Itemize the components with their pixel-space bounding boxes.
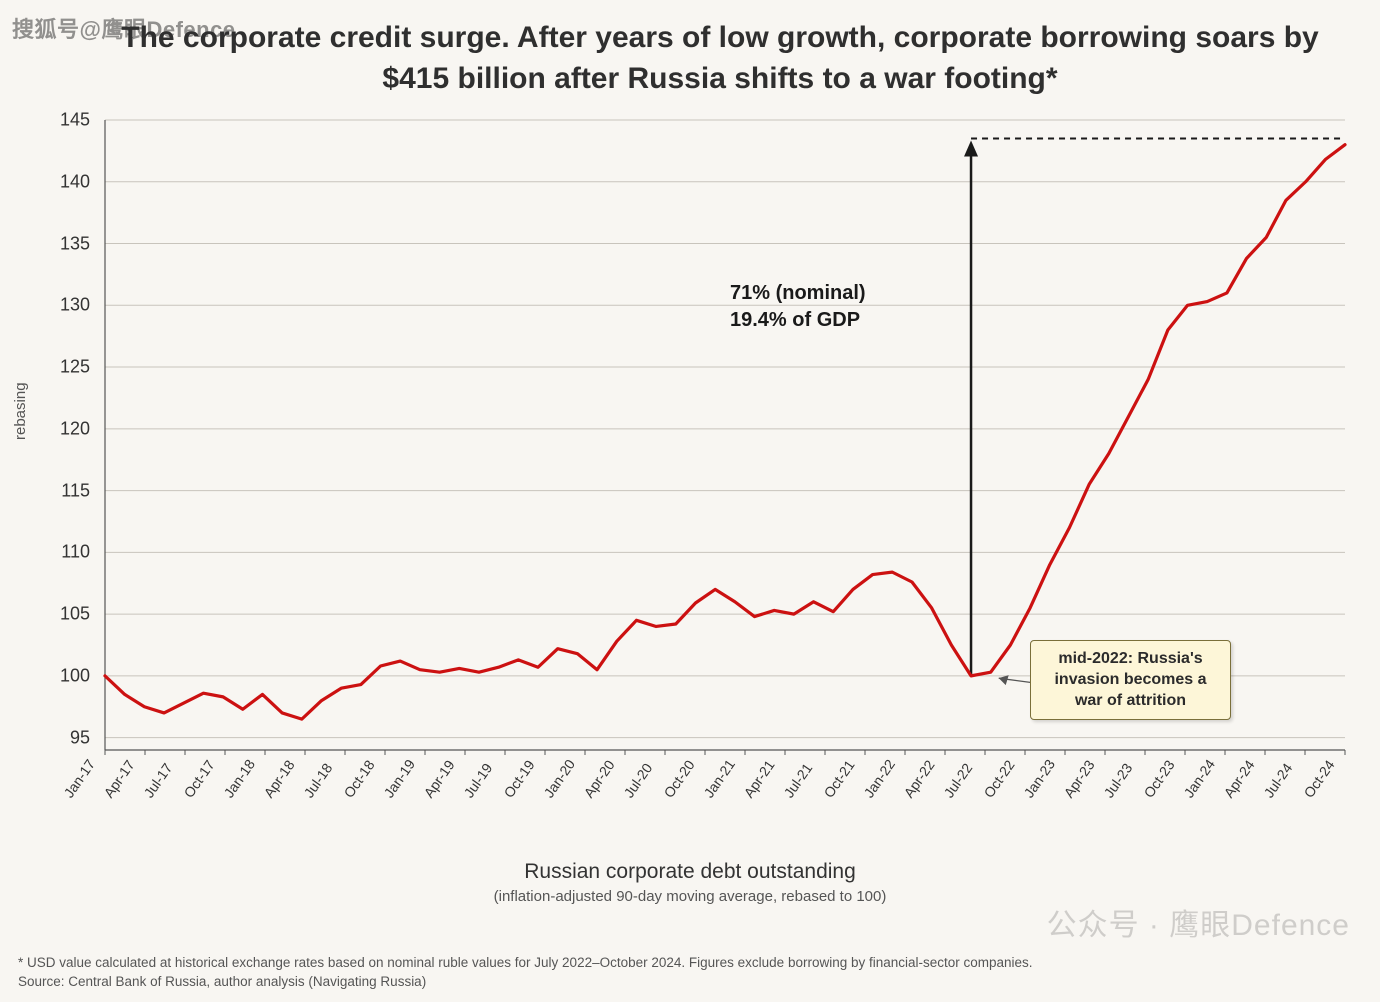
- x-tick-label: Oct-24: [1300, 757, 1337, 801]
- x-tick-label: Oct-21: [820, 757, 857, 801]
- y-tick-label: 95: [0, 727, 90, 748]
- x-tick-label: Apr-20: [580, 757, 617, 801]
- x-tick-label: Jan-19: [380, 756, 418, 800]
- x-tick-label: Apr-24: [1220, 757, 1257, 801]
- x-tick-label: Jul-18: [300, 760, 335, 800]
- x-tick-label: Jan-17: [60, 756, 98, 800]
- x-tick-label: Oct-18: [340, 757, 377, 801]
- x-tick-label: Oct-17: [180, 757, 217, 801]
- x-tick-label: Jul-24: [1260, 760, 1295, 800]
- x-tick-label: Apr-21: [740, 757, 777, 801]
- y-tick-label: 115: [0, 480, 90, 501]
- y-tick-label: 105: [0, 604, 90, 625]
- y-tick-label: 140: [0, 171, 90, 192]
- x-tick-label: Jul-22: [940, 760, 975, 800]
- y-tick-label: 135: [0, 233, 90, 254]
- x-tick-label: Jan-24: [1180, 756, 1218, 800]
- x-tick-label: Jul-23: [1100, 760, 1135, 800]
- callout-box: mid-2022: Russia's invasion becomes a wa…: [1030, 640, 1231, 720]
- annotation-growth: 71% (nominal) 19.4% of GDP: [730, 280, 866, 334]
- x-tick-label: Jan-21: [700, 756, 738, 800]
- x-tick-label: Apr-18: [260, 757, 297, 801]
- x-tick-label: Jul-21: [780, 760, 815, 800]
- y-tick-label: 120: [0, 418, 90, 439]
- x-tick-label: Jul-17: [140, 760, 175, 800]
- x-axis-label: Russian corporate debt outstanding: [0, 860, 1380, 884]
- y-tick-label: 100: [0, 665, 90, 686]
- x-tick-label: Jan-20: [540, 756, 578, 800]
- x-tick-label: Apr-23: [1060, 757, 1097, 801]
- y-tick-label: 145: [0, 110, 90, 131]
- chart-title: The corporate credit surge. After years …: [120, 18, 1320, 99]
- y-tick-label: 125: [0, 357, 90, 378]
- y-tick-label: 110: [0, 542, 90, 563]
- x-tick-label: Jan-23: [1020, 756, 1058, 800]
- x-tick-label: Apr-22: [900, 757, 937, 801]
- footnote-line1: * USD value calculated at historical exc…: [18, 955, 1033, 970]
- watermark-bottom-right: 公众号 · 鹰眼Defence: [1047, 900, 1350, 944]
- x-tick-label: Oct-20: [660, 757, 697, 801]
- chart-container: 搜狐号@鹰眼Defence The corporate credit surge…: [0, 0, 1380, 1002]
- x-tick-label: Jul-19: [460, 760, 495, 800]
- footnote: * USD value calculated at historical exc…: [18, 954, 1033, 992]
- callout-text: mid-2022: Russia's invasion becomes a wa…: [1054, 650, 1206, 709]
- x-tick-label: Oct-22: [980, 757, 1017, 801]
- annotation-growth-line1: 71% (nominal): [730, 282, 866, 304]
- x-tick-label: Jan-18: [220, 756, 258, 800]
- footnote-line2: Source: Central Bank of Russia, author a…: [18, 974, 426, 989]
- x-tick-label: Apr-17: [100, 757, 137, 801]
- annotation-growth-line2: 19.4% of GDP: [730, 309, 860, 331]
- x-tick-label: Oct-23: [1140, 757, 1177, 801]
- y-tick-label: 130: [0, 295, 90, 316]
- x-tick-label: Jan-22: [860, 756, 898, 800]
- x-tick-label: Jul-20: [620, 760, 655, 800]
- x-tick-label: Apr-19: [420, 757, 457, 801]
- x-tick-label: Oct-19: [500, 757, 537, 801]
